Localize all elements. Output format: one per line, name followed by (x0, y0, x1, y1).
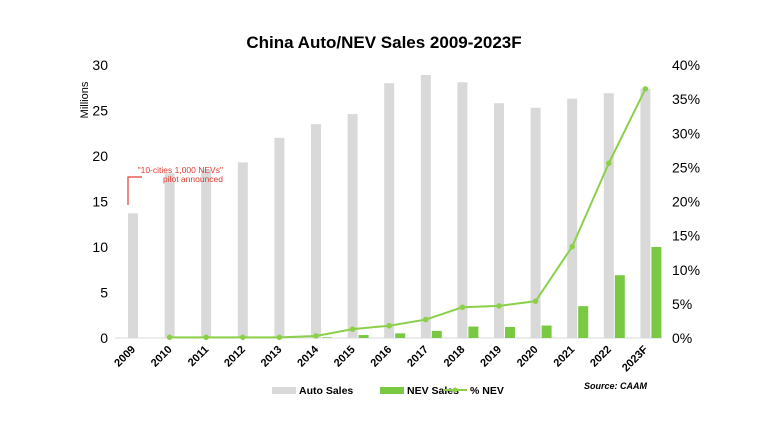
pct-nev-point (167, 335, 173, 341)
auto-sales-bar (348, 114, 358, 338)
auto-sales-bar (238, 162, 248, 338)
y2-tick-label: 25% (672, 159, 700, 175)
y2-tick-label: 35% (672, 91, 700, 107)
pct-nev-point (277, 335, 283, 341)
y-tick-label: 5 (100, 285, 108, 301)
pct-nev-point (240, 335, 246, 341)
annotation-line2: pilot announced (163, 174, 223, 184)
nev-sales-bar (651, 247, 661, 338)
y-tick-label: 30 (92, 57, 108, 73)
pct-nev-point (643, 86, 649, 92)
auto-sales-bar (604, 93, 614, 338)
y2-tick-label: 20% (672, 194, 700, 210)
y2-tick-label: 0% (672, 330, 692, 346)
x-tick-label: 2012 (222, 344, 248, 370)
auto-sales-bar (640, 89, 650, 338)
y2-tick-label: 40% (672, 57, 700, 73)
x-tick-label: 2023F (620, 343, 651, 374)
y-tick-label: 0 (100, 330, 108, 346)
legend: Auto Sales NEV Sales % NEV (272, 385, 504, 397)
pct-nev-point (350, 326, 356, 332)
x-tick-label: 2020 (515, 344, 541, 370)
x-tick-label: 2013 (259, 344, 285, 370)
pct-nev-point (460, 304, 466, 310)
x-tick-label: 2019 (478, 344, 504, 370)
x-tick-label: 2011 (186, 344, 211, 369)
auto-sales-bar (201, 170, 211, 338)
y2-tick-label: 5% (672, 296, 692, 312)
legend-label-pct: % NEV (470, 385, 504, 397)
nev-sales-bar (432, 331, 442, 338)
x-tick-label: 2010 (149, 344, 175, 370)
annotation-bracket (128, 177, 142, 205)
pct-nev-point (203, 335, 209, 341)
auto-sales-bar (311, 124, 321, 338)
pct-nev-point (386, 323, 392, 329)
x-tick-label: 2014 (295, 343, 321, 369)
y-tick-label: 25 (92, 103, 108, 119)
x-tick-label: 2022 (588, 344, 614, 370)
x-tick-label: 2021 (552, 344, 578, 370)
auto-sales-bar (457, 82, 467, 338)
x-tick-label: 2018 (442, 344, 468, 370)
auto-sales-bar (165, 173, 175, 338)
pct-nev-point (423, 317, 429, 323)
pct-nev-point (569, 244, 575, 250)
auto-sales-bar (128, 213, 138, 338)
y-axis-label: Millions (79, 81, 91, 118)
source-note: Source: CAAM (584, 381, 648, 391)
x-tick-label: 2016 (369, 344, 395, 370)
x-tick-label: 2017 (405, 344, 431, 370)
nev-sales-bar (615, 275, 625, 338)
nev-sales-bar (322, 337, 332, 338)
y2-tick-label: 15% (672, 228, 700, 244)
auto-sales-bar (494, 103, 504, 338)
pct-nev-point (533, 298, 539, 304)
nev-sales-bar (542, 326, 552, 338)
legend-swatch-nev (380, 387, 404, 394)
auto-sales-bar (274, 138, 284, 338)
auto-sales-bar (421, 75, 431, 338)
pct-nev-point (313, 333, 319, 339)
nev-sales-bar (395, 333, 405, 338)
chart-title: China Auto/NEV Sales 2009-2023F (246, 33, 521, 52)
y-tick-label: 10 (92, 239, 108, 255)
nev-sales-bar (578, 306, 588, 338)
legend-marker-pct (453, 388, 458, 393)
y2-tick-label: 30% (672, 125, 700, 141)
x-tick-label: 2015 (332, 344, 358, 370)
nev-sales-bar (505, 327, 515, 338)
nev-sales-bar (359, 335, 369, 338)
auto-sales-bar (567, 99, 577, 338)
auto-sales-bar (384, 83, 394, 338)
pct-nev-point (496, 303, 502, 309)
y2-tick-label: 10% (672, 262, 700, 278)
y-tick-label: 15 (92, 194, 108, 210)
pct-nev-point (606, 160, 612, 166)
x-tick-label: 2009 (112, 344, 138, 370)
y-tick-label: 20 (92, 148, 108, 164)
legend-swatch-auto (272, 387, 296, 394)
legend-label-auto: Auto Sales (299, 385, 353, 397)
nev-sales-bar (468, 327, 478, 338)
